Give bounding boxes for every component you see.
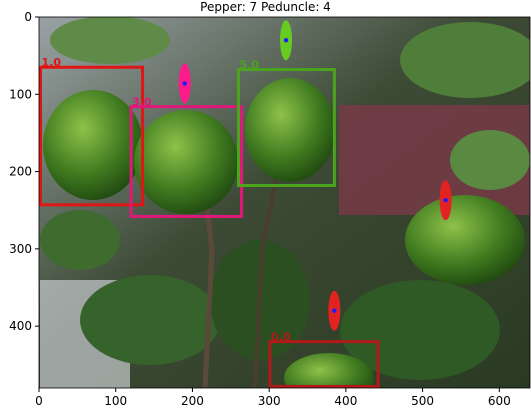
y-tick-label: 300 — [9, 242, 32, 256]
x-tick-label: 100 — [104, 394, 127, 408]
peduncle-center — [284, 38, 288, 42]
y-tick-label: 0 — [24, 10, 32, 24]
peduncle-center — [183, 81, 187, 85]
x-tick-label: 300 — [258, 394, 281, 408]
x-tick-label: 600 — [488, 394, 511, 408]
peduncle-center — [443, 198, 447, 202]
detection-label: 0.0 — [271, 331, 291, 344]
x-tick-label: 500 — [411, 394, 434, 408]
detection-label: 1.0 — [42, 56, 62, 69]
detection-label: 5.0 — [239, 59, 259, 72]
x-tick-label: 400 — [334, 394, 357, 408]
y-axis: 0 100 200 300 400 — [9, 10, 39, 333]
x-tick-label: 0 — [35, 394, 43, 408]
detection-label: 3.0 — [132, 96, 152, 109]
x-tick-label: 200 — [181, 394, 204, 408]
y-tick-label: 400 — [9, 319, 32, 333]
y-tick-label: 100 — [9, 87, 32, 101]
peduncle-center — [332, 309, 336, 313]
x-axis: 0 100 200 300 400 500 600 — [35, 388, 511, 408]
y-tick-label: 200 — [9, 165, 32, 179]
photo — [39, 16, 531, 403]
